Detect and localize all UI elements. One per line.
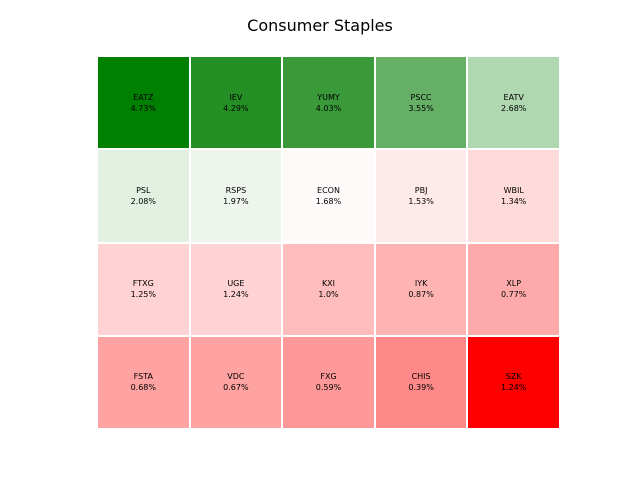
cell-change: 1.53%: [408, 196, 434, 206]
heatmap-cell-fxg: FXG 0.59%: [283, 336, 374, 428]
heatmap-cell-xlp: XLP 0.77%: [468, 243, 559, 335]
heatmap-cell-uge: UGE 1.24%: [190, 243, 282, 335]
cell-ticker: KXI: [321, 279, 336, 289]
cell-ticker: IEV: [229, 92, 243, 102]
cell-change: 4.29%: [223, 103, 249, 113]
cell-change: 1.34%: [500, 196, 527, 206]
cell-ticker: UGE: [227, 279, 245, 289]
cell-change: 4.73%: [130, 103, 156, 113]
cell-change: 2.68%: [500, 103, 527, 113]
cell-ticker: FTXG: [132, 279, 154, 289]
cell-ticker: ECON: [317, 185, 340, 195]
cell-ticker: PSL: [136, 185, 151, 195]
cell-ticker: WBIL: [503, 185, 524, 195]
heatmap-cell-ftxg: FTXG 1.25%: [98, 243, 189, 335]
heatmap-grid: EATZ 4.73% IEV 4.29% YUMY 4.03% PSCC 3.55% EATV 2…: [98, 57, 559, 428]
cell-change: 1.24%: [223, 290, 249, 300]
cell-change: 3.55%: [408, 103, 434, 113]
heatmap-cell-kxi: KXI 1.0%: [283, 243, 374, 335]
cell-change: 0.77%: [500, 290, 527, 300]
heatmap-cell-iyk: IYK 0.87%: [375, 243, 467, 335]
heatmap-cell-szk: SZK 1.24%: [468, 336, 559, 428]
heatmap-cell-chis: CHIS 0.39%: [375, 336, 467, 428]
cell-ticker: PSCC: [410, 92, 432, 102]
cell-change: 0.68%: [130, 383, 156, 393]
cell-ticker: XLP: [506, 279, 522, 289]
cell-ticker: SZK: [505, 372, 522, 382]
heatmap-cell-pscc: PSCC 3.55%: [375, 57, 467, 149]
heatmap-cell-wbil: WBIL 1.34%: [468, 150, 559, 242]
heatmap-cell-eatv: EATV 2.68%: [468, 57, 559, 149]
cell-change: 0.39%: [408, 383, 434, 393]
heatmap-cell-psl: PSL 2.08%: [98, 150, 189, 242]
heatmap-cell-pbj: PBJ 1.53%: [375, 150, 467, 242]
cell-change: 4.03%: [315, 103, 342, 113]
cell-ticker: FXG: [320, 372, 337, 382]
cell-change: 2.08%: [130, 196, 156, 206]
cell-change: 1.25%: [130, 290, 156, 300]
cell-ticker: YUMY: [317, 92, 340, 102]
heatmap-cell-vdc: VDC 0.67%: [190, 336, 282, 428]
heatmap-cell-econ: ECON 1.68%: [283, 150, 374, 242]
cell-ticker: FSTA: [133, 372, 153, 382]
chart-title: Consumer Staples: [247, 16, 393, 35]
cell-change: 0.59%: [315, 383, 342, 393]
cell-change: 1.68%: [315, 196, 342, 206]
heatmap-cell-eatz: EATZ 4.73%: [98, 57, 189, 149]
heatmap-cell-rsps: RSPS 1.97%: [190, 150, 282, 242]
cell-change: 0.87%: [408, 290, 434, 300]
cell-ticker: VDC: [227, 372, 245, 382]
cell-change: 1.97%: [223, 196, 249, 206]
heatmap-cell-fsta: FSTA 0.68%: [98, 336, 189, 428]
cell-change: 0.67%: [223, 383, 249, 393]
cell-ticker: PBJ: [414, 185, 428, 195]
cell-ticker: EATV: [503, 92, 524, 102]
cell-change: 1.24%: [500, 383, 527, 393]
heatmap-cell-yumy: YUMY 4.03%: [283, 57, 374, 149]
cell-ticker: EATZ: [133, 92, 154, 102]
heatmap-cell-iev: IEV 4.29%: [190, 57, 282, 149]
cell-ticker: RSPS: [225, 185, 247, 195]
cell-change: 1.0%: [318, 290, 339, 300]
cell-ticker: CHIS: [411, 372, 431, 382]
cell-ticker: IYK: [414, 279, 428, 289]
